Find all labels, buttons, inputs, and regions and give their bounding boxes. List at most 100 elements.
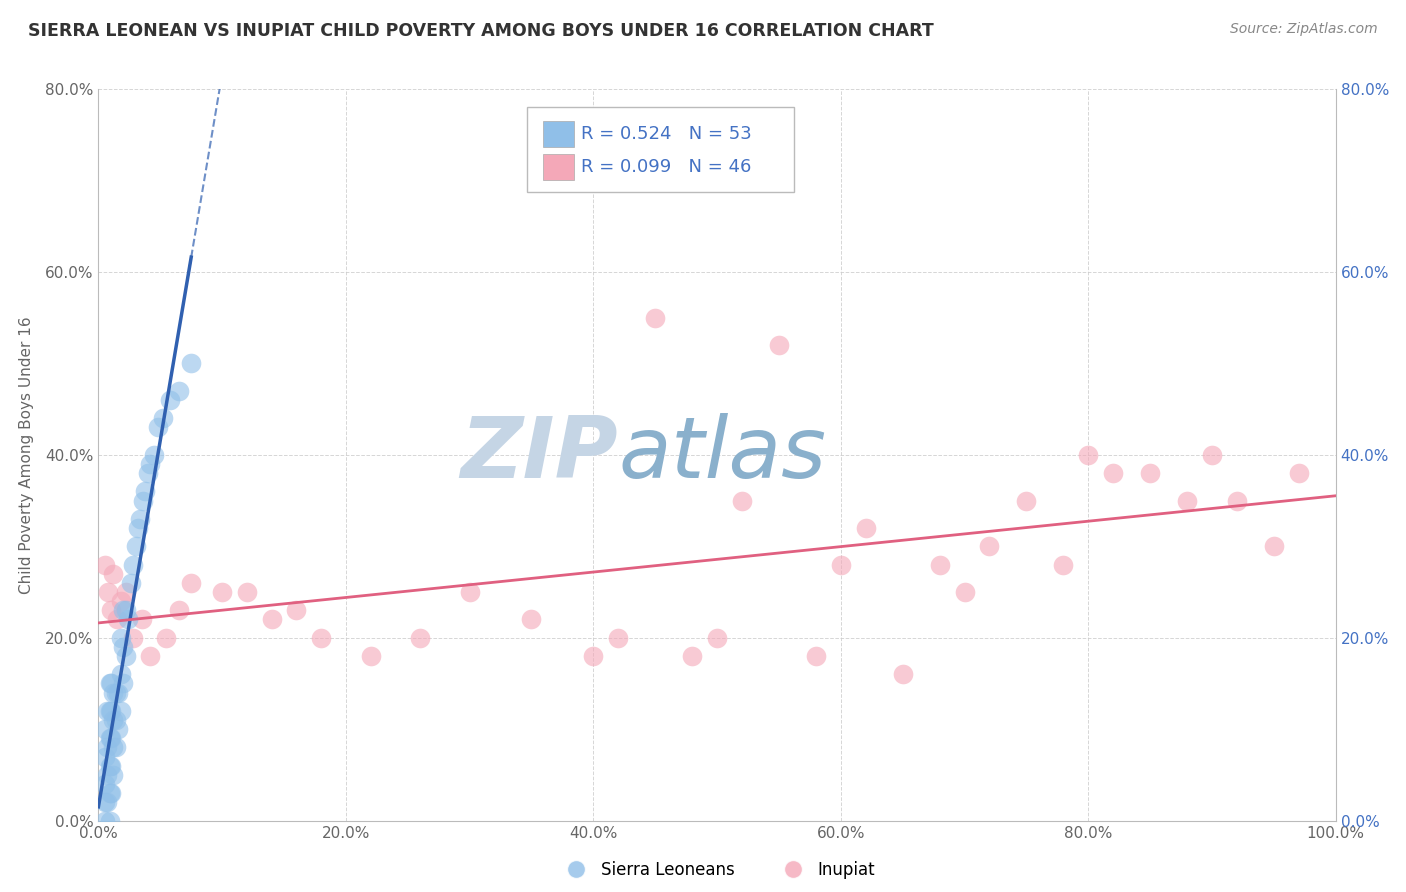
Point <box>236 585 259 599</box>
Point <box>114 603 136 617</box>
Point <box>134 484 156 499</box>
Point <box>155 631 177 645</box>
Point <box>98 814 121 828</box>
Point <box>93 723 115 737</box>
Point <box>211 585 233 599</box>
Point <box>112 640 135 654</box>
Point <box>110 667 132 681</box>
Point <box>103 768 125 782</box>
Point <box>1139 466 1161 480</box>
Point <box>93 749 115 764</box>
Point <box>855 521 877 535</box>
Point <box>360 649 382 664</box>
Point <box>1263 539 1285 553</box>
Point <box>96 796 118 810</box>
Legend: Sierra Leoneans, Inupiat: Sierra Leoneans, Inupiat <box>553 855 882 886</box>
Point <box>309 631 332 645</box>
Point <box>100 786 122 800</box>
Point <box>285 603 308 617</box>
Point <box>112 603 135 617</box>
Point <box>110 704 132 718</box>
Point <box>93 796 115 810</box>
Point <box>804 649 827 664</box>
Point <box>180 576 202 591</box>
Point <box>103 740 125 755</box>
Point <box>979 539 1001 553</box>
Point <box>107 685 129 699</box>
Point <box>167 603 190 617</box>
Point <box>122 558 145 572</box>
Point <box>98 704 121 718</box>
Point <box>110 631 132 645</box>
Point <box>167 384 190 398</box>
Point <box>124 539 146 553</box>
Point <box>143 448 166 462</box>
Y-axis label: Child Poverty Among Boys Under 16: Child Poverty Among Boys Under 16 <box>18 316 34 594</box>
Point <box>1077 448 1099 462</box>
Point <box>1175 493 1198 508</box>
Text: atlas: atlas <box>619 413 827 497</box>
Point <box>100 731 122 746</box>
Point <box>260 613 283 627</box>
Point <box>93 558 115 572</box>
Point <box>131 613 153 627</box>
Point <box>607 631 630 645</box>
Point <box>96 704 118 718</box>
Point <box>1226 493 1249 508</box>
Point <box>114 585 136 599</box>
Text: R = 0.099   N = 46: R = 0.099 N = 46 <box>581 158 751 176</box>
Point <box>114 649 136 664</box>
Point <box>129 512 152 526</box>
Point <box>117 613 139 627</box>
Point <box>136 466 159 480</box>
Point <box>98 758 121 772</box>
Point <box>100 603 122 617</box>
Text: ZIP: ZIP <box>460 413 619 497</box>
Point <box>103 566 125 581</box>
Point <box>98 676 121 690</box>
Point <box>122 631 145 645</box>
Point <box>1288 466 1310 480</box>
Point <box>706 631 728 645</box>
Point <box>132 493 155 508</box>
Point <box>152 411 174 425</box>
Point <box>112 676 135 690</box>
Point <box>953 585 976 599</box>
Point <box>1102 466 1125 480</box>
Point <box>768 338 790 352</box>
Point <box>582 649 605 664</box>
Point <box>1052 558 1074 572</box>
Point <box>103 685 125 699</box>
Point <box>120 576 142 591</box>
Point <box>139 649 162 664</box>
Point <box>1201 448 1223 462</box>
Point <box>146 420 169 434</box>
Point <box>409 631 432 645</box>
Point <box>891 667 914 681</box>
Point <box>96 768 118 782</box>
Text: R = 0.524   N = 53: R = 0.524 N = 53 <box>581 125 751 143</box>
Point <box>110 594 132 608</box>
Point <box>105 613 128 627</box>
Point <box>100 704 122 718</box>
Point <box>107 723 129 737</box>
Point <box>97 585 120 599</box>
Point <box>98 786 121 800</box>
Point <box>127 521 149 535</box>
Point <box>1015 493 1038 508</box>
Point <box>93 814 115 828</box>
Point <box>731 493 754 508</box>
Point <box>104 685 127 699</box>
Point <box>520 613 543 627</box>
Point <box>104 740 127 755</box>
Point <box>100 758 122 772</box>
Point <box>93 777 115 791</box>
Point <box>104 713 127 727</box>
Point <box>139 457 162 471</box>
Point <box>458 585 481 599</box>
Point <box>96 740 118 755</box>
Point <box>98 731 121 746</box>
Text: SIERRA LEONEAN VS INUPIAT CHILD POVERTY AMONG BOYS UNDER 16 CORRELATION CHART: SIERRA LEONEAN VS INUPIAT CHILD POVERTY … <box>28 22 934 40</box>
Point <box>681 649 703 664</box>
Point <box>830 558 852 572</box>
